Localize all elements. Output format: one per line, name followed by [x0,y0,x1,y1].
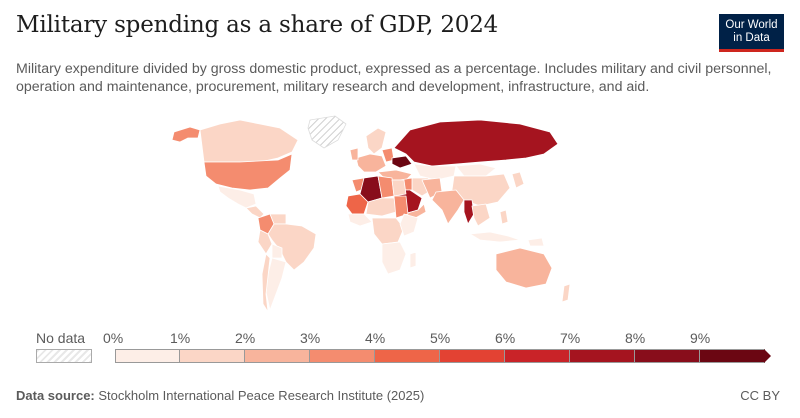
legend-bin[interactable] [180,349,245,363]
region-southeast-asia[interactable] [471,203,491,227]
region-russia[interactable] [393,119,559,167]
legend-tick-label: 5% [430,330,451,346]
chart-subtitle: Military expenditure divided by gross do… [16,61,772,95]
region-india[interactable] [431,189,465,225]
legend-bin[interactable] [115,349,180,363]
region-brazil[interactable] [267,223,317,271]
footer-source: Data source: Stockholm International Pea… [16,388,424,403]
chart-title: Military spending as a share of GDP, 202… [16,12,499,38]
region-new-zealand[interactable] [561,283,571,303]
color-legend: No data 0% 1% 2% 3% 4% 5% 6% 7% 8% 9% [0,326,800,374]
owid-logo[interactable]: Our World in Data [719,14,784,52]
legend-bin[interactable] [245,349,310,363]
region-peru[interactable] [257,229,273,255]
region-west-africa[interactable] [347,213,373,227]
region-uk[interactable] [349,147,359,161]
region-myanmar[interactable] [463,199,475,225]
legend-tick-label: 3% [300,330,321,346]
legend-bin[interactable] [635,349,700,363]
region-chile[interactable] [261,253,271,313]
region-canada[interactable] [199,119,299,163]
region-united-states[interactable] [203,153,293,191]
region-southern-africa[interactable] [381,241,407,275]
legend-tick-label: 4% [365,330,386,346]
region-japan-korea[interactable] [511,171,525,189]
legend-tick-label: 8% [625,330,646,346]
region-east-africa[interactable] [399,213,419,237]
legend-tick-label: 0% [103,330,124,346]
region-bolivia[interactable] [271,243,283,259]
region-indonesia[interactable] [469,231,521,243]
legend-no-data-swatch[interactable] [36,349,92,363]
region-greenland[interactable] [307,115,347,149]
region-egypt[interactable] [391,179,407,197]
region-philippines[interactable] [499,209,509,225]
logo-line-2: in Data [733,32,770,44]
region-australia[interactable] [495,247,553,289]
world-map[interactable] [160,114,580,319]
legend-tick-label: 7% [560,330,581,346]
region-central-africa[interactable] [371,217,405,245]
legend-bin[interactable] [700,349,765,363]
legend-bin[interactable] [310,349,375,363]
region-ukraine[interactable] [391,155,413,169]
legend-tick-label: 1% [170,330,191,346]
legend-bin[interactable] [440,349,505,363]
source-label: Data source: [16,388,95,403]
legend-no-data-label: No data [36,330,86,346]
legend-tick-label: 9% [690,330,711,346]
legend-tick-label: 6% [495,330,516,346]
region-papua-new-guinea[interactable] [527,237,545,247]
region-sudan[interactable] [393,195,409,219]
region-western-europe[interactable] [355,153,387,173]
logo-line-1: Our World [725,19,778,31]
region-alaska[interactable] [171,126,201,143]
region-madagascar[interactable] [409,251,417,269]
region-central-america[interactable] [245,205,265,219]
source-text[interactable]: Stockholm International Peace Research I… [98,388,425,403]
license-label[interactable]: CC BY [740,388,780,403]
legend-tick-label: 2% [235,330,256,346]
region-mongolia[interactable] [455,163,497,177]
legend-arrow-icon [764,349,771,363]
legend-bin[interactable] [505,349,570,363]
legend-bin[interactable] [570,349,635,363]
legend-bin[interactable] [375,349,440,363]
region-scandinavia[interactable] [365,127,387,155]
